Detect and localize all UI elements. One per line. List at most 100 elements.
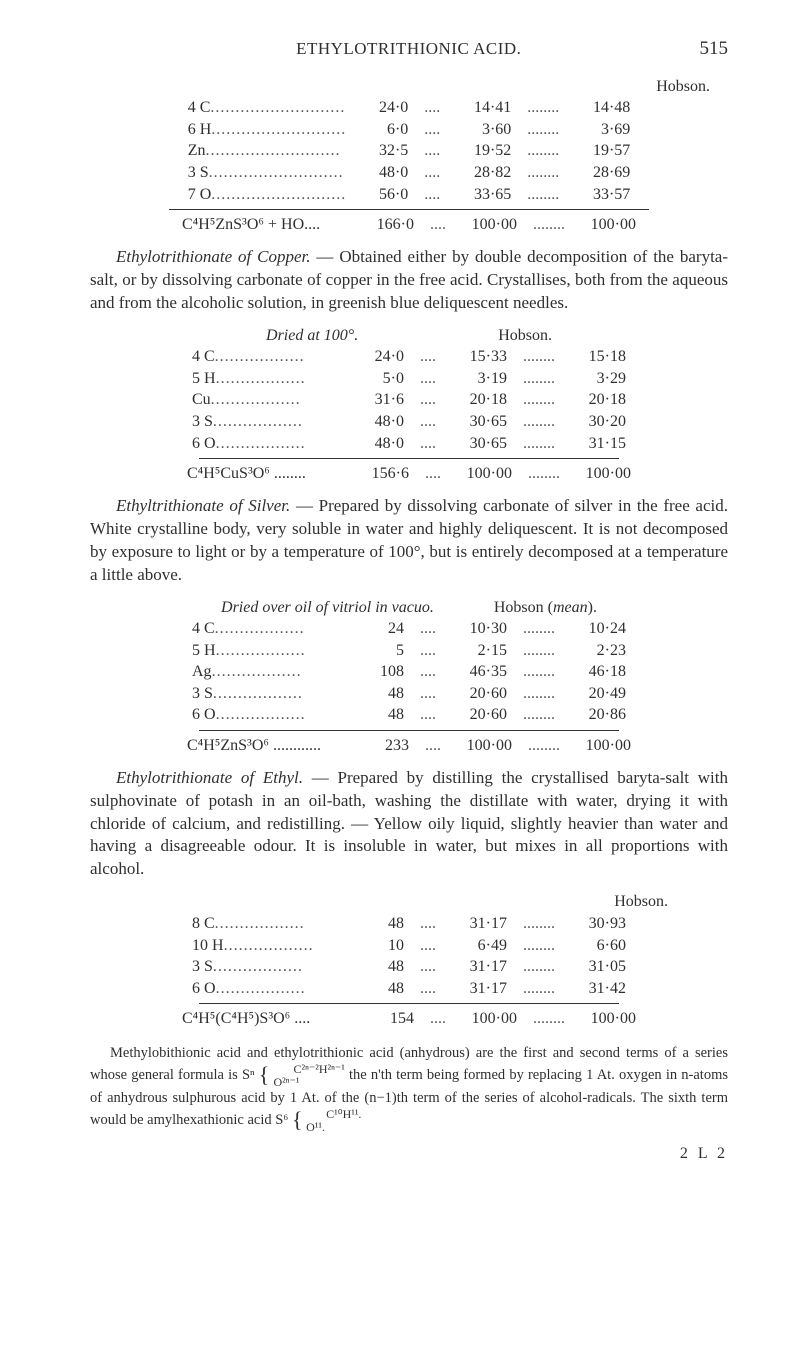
t2-r1-v2: 3·19 xyxy=(446,368,513,390)
dots-icon: ........ xyxy=(513,346,565,368)
t2-r4-v1: 48·0 xyxy=(348,433,410,455)
t4-r2-v3: 31·05 xyxy=(565,956,632,978)
t2-r0-v1: 24·0 xyxy=(348,346,410,368)
dots-icon: ........ xyxy=(517,97,569,119)
t2-sum-v2: 100·00 xyxy=(451,463,518,485)
paragraph-silver: Ethyltrithionate of Silver. — Prepared b… xyxy=(90,495,728,587)
t1-r3-v3: 28·69 xyxy=(569,162,636,184)
t2-r1-v1: 5·0 xyxy=(348,368,410,390)
t4-r3-label: 6 O xyxy=(192,980,216,997)
t3-r0-v2: 10·30 xyxy=(446,618,513,640)
dots-icon: .... xyxy=(410,978,446,1000)
t4-r3-v2: 31·17 xyxy=(446,978,513,1000)
dots-icon: .... xyxy=(410,661,446,683)
t3-r2-label: Ag xyxy=(192,663,212,680)
table-4-body: 8 C48....31·17........30·93 10 H10....6·… xyxy=(186,913,632,999)
table-4-sum: C⁴H⁵(C⁴H⁵)S³O⁶ ....154....100·00........… xyxy=(176,1008,642,1030)
dots-icon: ........ xyxy=(517,140,569,162)
rule-line xyxy=(199,1003,619,1004)
table-1-sum: C⁴H⁵ZnS³O⁶ + HO....166·0....100·00......… xyxy=(176,214,642,236)
dots-icon: .... xyxy=(410,346,446,368)
t3-sum-v3: 100·00 xyxy=(570,735,637,757)
t1-r0-v2: 14·41 xyxy=(450,97,517,119)
dots-icon: .... xyxy=(414,162,450,184)
t1-r1-v2: 3·60 xyxy=(450,119,517,141)
footnote-brace2-top: C¹⁰H¹¹. xyxy=(326,1107,361,1121)
t2-r0-v3: 15·18 xyxy=(565,346,632,368)
dots-icon: .... xyxy=(420,214,456,236)
table-3: Dried over oil of vitriol in vacuo. Hobs… xyxy=(90,597,728,757)
t2-r3-v1: 48·0 xyxy=(348,411,410,433)
t2-r4-label: 6 O xyxy=(192,435,216,452)
brace-icon: { xyxy=(259,1062,270,1087)
dots-icon: .... xyxy=(410,913,446,935)
dots-icon: .... xyxy=(414,119,450,141)
dots-icon: .... xyxy=(410,411,446,433)
running-title: ETHYLOTRITHIONIC ACID. xyxy=(130,38,688,61)
t4-r3-v1: 48 xyxy=(348,978,410,1000)
t1-sum-label: C⁴H⁵ZnS³O⁶ + HO.... xyxy=(182,216,320,233)
t1-sum-v1: 166·0 xyxy=(358,214,420,236)
t3-r3-v1: 48 xyxy=(348,683,410,705)
t3-r1-v1: 5 xyxy=(348,640,410,662)
t1-r3-v2: 28·82 xyxy=(450,162,517,184)
paragraph-copper: Ethylotrithionate of Copper. — Obtained … xyxy=(90,246,728,315)
t3-sum-v1: 233 xyxy=(353,735,415,757)
t3-r3-label: 3 S xyxy=(192,685,213,702)
rule-line xyxy=(169,209,649,210)
t3-r1-v2: 2·15 xyxy=(446,640,513,662)
t4-r2-label: 3 S xyxy=(192,958,213,975)
dots-icon: .... xyxy=(410,640,446,662)
dots-icon: .... xyxy=(420,1008,456,1030)
t2-r3-v3: 30·20 xyxy=(565,411,632,433)
t3-r4-v3: 20·86 xyxy=(565,704,632,726)
table-3-sum: C⁴H⁵ZnS³O⁶ ............233....100·00....… xyxy=(181,735,637,757)
rule-line xyxy=(199,458,619,459)
dots-icon: .... xyxy=(410,618,446,640)
dots-icon: ........ xyxy=(513,411,565,433)
dots-icon: .... xyxy=(410,704,446,726)
table-4: Hobson. 8 C48....31·17........30·93 10 H… xyxy=(90,891,728,1030)
t3-r4-label: 6 O xyxy=(192,706,216,723)
table-4-header: Hobson. xyxy=(90,891,728,913)
t3-r3-v3: 20·49 xyxy=(565,683,632,705)
t2-r0-label: 4 C xyxy=(192,348,215,365)
footnote: Methylobithionic acid and ethylotrithion… xyxy=(90,1044,728,1134)
dots-icon: ........ xyxy=(513,913,565,935)
t2-r2-v1: 31·6 xyxy=(348,389,410,411)
paragraph-ethyl: Ethylotrithionate of Ethyl. — Prepared b… xyxy=(90,767,728,882)
dots-icon: ........ xyxy=(523,1008,575,1030)
t1-r1-v3: 3·69 xyxy=(569,119,636,141)
dots-icon: ........ xyxy=(513,368,565,390)
t1-r2-v2: 19·52 xyxy=(450,140,517,162)
t3-r1-label: 5 H xyxy=(192,642,216,659)
t4-r1-v3: 6·60 xyxy=(565,935,632,957)
t2-r2-v2: 20·18 xyxy=(446,389,513,411)
t1-r4-label: 7 O xyxy=(188,186,212,203)
t4-sum-v1: 154 xyxy=(358,1008,420,1030)
footnote-brace-bot: O²ⁿ⁻¹ xyxy=(274,1075,300,1089)
dots-icon: ........ xyxy=(513,618,565,640)
dots-icon: .... xyxy=(410,956,446,978)
t4-r3-v3: 31·42 xyxy=(565,978,632,1000)
t2-r1-v3: 3·29 xyxy=(565,368,632,390)
t3-r3-v2: 20·60 xyxy=(446,683,513,705)
t3-r2-v1: 108 xyxy=(348,661,410,683)
t4-r0-v3: 30·93 xyxy=(565,913,632,935)
t3-sum-label: C⁴H⁵ZnS³O⁶ ............ xyxy=(187,737,321,754)
dots-icon: .... xyxy=(414,184,450,206)
t3-r0-v1: 24 xyxy=(348,618,410,640)
t1-r4-v1: 56·0 xyxy=(352,184,414,206)
t3-r4-v2: 20·60 xyxy=(446,704,513,726)
dots-icon: ........ xyxy=(513,640,565,662)
dots-icon: .... xyxy=(414,140,450,162)
page-number: 515 xyxy=(700,36,729,62)
table-2-right-header: Hobson. xyxy=(498,325,552,347)
t2-r2-v3: 20·18 xyxy=(565,389,632,411)
t3-r1-v3: 2·23 xyxy=(565,640,632,662)
t1-r1-label: 6 H xyxy=(188,121,212,138)
footnote-brace-top: C²ⁿ⁻²H²ⁿ⁻¹ xyxy=(294,1062,345,1076)
t3-r2-v3: 46·18 xyxy=(565,661,632,683)
dots-icon: .... xyxy=(414,97,450,119)
t2-r3-v2: 30·65 xyxy=(446,411,513,433)
